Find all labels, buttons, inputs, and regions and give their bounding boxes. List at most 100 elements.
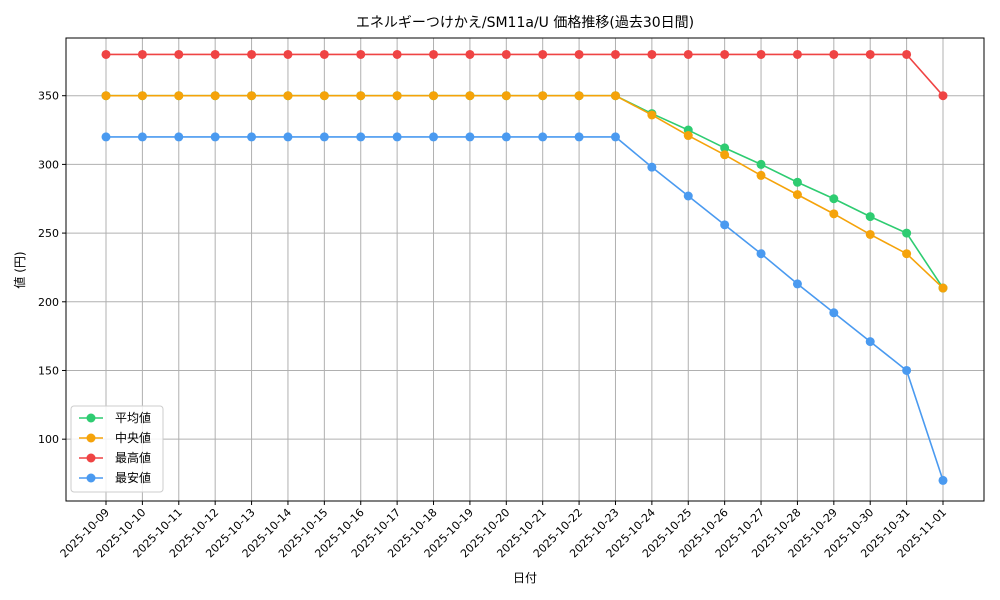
data-point [865, 49, 875, 59]
data-point [538, 132, 548, 142]
y-tick-label: 150 [38, 364, 59, 377]
data-point [429, 132, 439, 142]
data-point [538, 49, 548, 59]
data-point [792, 190, 802, 200]
data-point [137, 49, 147, 59]
data-point [902, 249, 912, 259]
data-point [538, 91, 548, 101]
data-point [792, 279, 802, 289]
data-point [101, 132, 111, 142]
series-layer [101, 49, 948, 485]
data-point [683, 49, 693, 59]
x-axis-label: 日付 [513, 571, 537, 585]
data-point [647, 49, 657, 59]
data-point [647, 162, 657, 172]
data-point [610, 91, 620, 101]
data-point [829, 194, 839, 204]
data-point [210, 132, 220, 142]
data-point [356, 91, 366, 101]
data-point [720, 220, 730, 230]
series-line [106, 53, 944, 97]
data-point [392, 132, 402, 142]
data-point [501, 49, 511, 59]
data-point [101, 49, 111, 59]
data-point [501, 132, 511, 142]
legend-swatch-marker [86, 473, 96, 483]
data-point [392, 91, 402, 101]
series-line [106, 136, 944, 481]
data-point [938, 91, 948, 101]
data-point [829, 209, 839, 219]
data-point [720, 143, 730, 153]
data-point [210, 49, 220, 59]
data-point [902, 49, 912, 59]
data-point [465, 132, 475, 142]
data-point [756, 159, 766, 169]
data-point [210, 91, 220, 101]
grid [66, 38, 984, 501]
y-tick-label: 300 [38, 158, 59, 171]
data-point [101, 91, 111, 101]
data-point [247, 132, 257, 142]
data-point [902, 365, 912, 375]
data-point [319, 91, 329, 101]
data-point [574, 49, 584, 59]
legend-label: 平均値 [115, 410, 151, 425]
data-point [792, 177, 802, 187]
data-point [683, 131, 693, 141]
legend-label: 中央値 [115, 430, 151, 445]
data-point [902, 228, 912, 238]
y-axis-label: 値 (円) [12, 251, 27, 288]
data-point [756, 170, 766, 180]
data-point [429, 91, 439, 101]
data-point [938, 475, 948, 485]
data-point [356, 49, 366, 59]
data-point [356, 132, 366, 142]
data-point [247, 91, 257, 101]
data-point [174, 49, 184, 59]
legend-swatch-marker [86, 413, 96, 423]
data-point [756, 49, 766, 59]
data-point [792, 49, 802, 59]
legend-label: 最安値 [115, 470, 151, 485]
data-point [610, 49, 620, 59]
data-point [283, 132, 293, 142]
plot-frame [65, 37, 985, 502]
data-point [865, 337, 875, 347]
data-point [429, 49, 439, 59]
series-line [106, 94, 944, 289]
data-point [938, 283, 948, 293]
y-tick-label: 200 [38, 296, 59, 309]
data-point [137, 91, 147, 101]
chart-title: エネルギーつけかえ/SM11a/U 価格推移(過去30日間) [356, 15, 694, 31]
data-point [392, 49, 402, 59]
data-point [574, 132, 584, 142]
y-tick-label: 350 [38, 90, 59, 103]
series-2 [101, 49, 948, 101]
data-point [174, 91, 184, 101]
data-point [574, 91, 584, 101]
data-point [465, 49, 475, 59]
data-point [647, 110, 657, 120]
y-axis-ticks: 100 150 200 250 300 350 [38, 90, 66, 446]
y-tick-label: 100 [38, 433, 59, 446]
data-point [137, 132, 147, 142]
legend-label: 最高値 [115, 450, 151, 465]
data-point [720, 49, 730, 59]
data-point [283, 91, 293, 101]
data-point [829, 49, 839, 59]
data-point [683, 191, 693, 201]
data-point [610, 132, 620, 142]
series-3 [101, 132, 948, 485]
legend-box [70, 405, 164, 493]
series-1 [101, 91, 948, 293]
y-tick-label: 250 [38, 227, 59, 240]
data-point [865, 229, 875, 239]
data-point [319, 49, 329, 59]
data-point [720, 150, 730, 160]
data-point [283, 49, 293, 59]
data-point [756, 249, 766, 259]
data-point [465, 91, 475, 101]
